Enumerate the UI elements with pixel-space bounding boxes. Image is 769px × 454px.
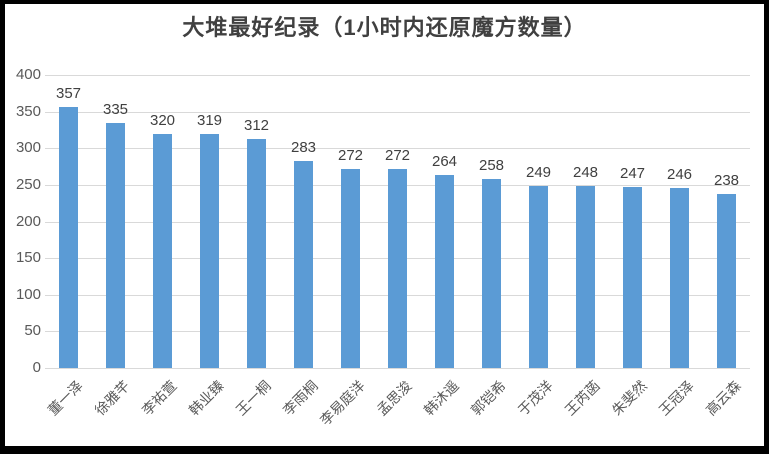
bar-slot: 249 bbox=[515, 75, 562, 368]
bar-高云森 bbox=[717, 193, 736, 368]
x-category-label: 高云森 bbox=[702, 377, 744, 419]
bar-value-label: 247 bbox=[619, 165, 646, 183]
x-category-label: 李祐萱 bbox=[138, 377, 180, 419]
gridline-0 bbox=[45, 368, 750, 369]
bar-王冠泽 bbox=[670, 187, 689, 368]
bar-slot: 272 bbox=[327, 75, 374, 368]
bar-value-label: 264 bbox=[431, 152, 458, 170]
bar-slot: 247 bbox=[609, 75, 656, 368]
x-axis-labels: 董一泽 徐雅芊 李祐萱 韩业臻 王一桐 李雨桐 李易庭洋 孟思浚 韩沐遥 郭铠希 于茂洋 王芮菡 朱斐然… bbox=[5, 4, 764, 446]
bar-value-label: 249 bbox=[525, 163, 552, 181]
bar-value-label: 320 bbox=[149, 111, 176, 129]
y-tick-label: 300 bbox=[15, 139, 41, 157]
bar-value-label: 246 bbox=[666, 165, 693, 183]
bar-slot: 357 bbox=[45, 75, 92, 368]
x-category-label: 王芮菡 bbox=[561, 377, 603, 419]
x-category-label: 于茂洋 bbox=[514, 377, 556, 419]
y-tick-label: 50 bbox=[24, 322, 41, 340]
bar-value-label: 248 bbox=[572, 164, 599, 182]
y-tick-label: 350 bbox=[15, 102, 41, 120]
bar-李祐萱 bbox=[153, 133, 172, 368]
bar-value-label: 319 bbox=[196, 112, 223, 130]
bar-slot: 264 bbox=[421, 75, 468, 368]
x-category-label: 董一泽 bbox=[44, 377, 86, 419]
bar-value-label: 335 bbox=[102, 100, 129, 118]
bar-slot: 319 bbox=[186, 75, 233, 368]
x-category-label: 徐雅芊 bbox=[91, 377, 133, 419]
bar-朱斐然 bbox=[623, 187, 642, 368]
bar-郭铠希 bbox=[482, 179, 501, 368]
bar-value-label: 272 bbox=[337, 146, 364, 164]
y-tick-label: 150 bbox=[15, 249, 41, 267]
gridline-400 bbox=[45, 75, 750, 76]
bar-李雨桐 bbox=[294, 160, 313, 368]
x-category-label: 王冠泽 bbox=[655, 377, 697, 419]
bar-王一桐 bbox=[247, 139, 266, 368]
bar-slot: 272 bbox=[374, 75, 421, 368]
bar-value-label: 272 bbox=[384, 146, 411, 164]
bar-王芮菡 bbox=[576, 186, 595, 368]
x-category-label: 韩业臻 bbox=[185, 377, 227, 419]
x-category-label: 郭铠希 bbox=[467, 377, 509, 419]
bar-孟思浚 bbox=[388, 168, 407, 368]
y-tick-label: 200 bbox=[15, 212, 41, 230]
bar-value-label: 312 bbox=[243, 117, 270, 135]
bars-container: 357 335 320 319 312 283 272 272 264 258 249 248 247 2… bbox=[45, 75, 750, 368]
y-tick-label: 400 bbox=[15, 66, 41, 83]
bar-chart: 大堆最好纪录（1小时内还原魔方数量） 400 350 300 250 200 150 100… bbox=[5, 4, 764, 446]
bar-value-label: 238 bbox=[713, 171, 740, 189]
bar-slot: 258 bbox=[468, 75, 515, 368]
bar-董一泽 bbox=[59, 106, 78, 368]
bar-slot: 246 bbox=[656, 75, 703, 368]
x-category-label: 王一桐 bbox=[232, 377, 274, 419]
bar-slot: 335 bbox=[92, 75, 139, 368]
y-tick-label: 250 bbox=[15, 175, 41, 193]
bar-于茂洋 bbox=[529, 185, 548, 368]
bar-李易庭洋 bbox=[341, 168, 360, 368]
y-tick-label: 0 bbox=[32, 359, 41, 376]
bar-徐雅芊 bbox=[106, 122, 125, 368]
x-category-label: 李雨桐 bbox=[279, 377, 321, 419]
bar-韩业臻 bbox=[200, 134, 219, 368]
bar-slot: 248 bbox=[562, 75, 609, 368]
y-axis: 400 350 300 250 200 150 100 50 0 bbox=[5, 66, 41, 376]
bar-value-label: 283 bbox=[290, 138, 317, 156]
bar-slot: 238 bbox=[703, 75, 750, 368]
chart-title: 大堆最好纪录（1小时内还原魔方数量） bbox=[182, 15, 587, 40]
plot-area: 357 335 320 319 312 283 272 272 264 258 249 248 247 2… bbox=[45, 75, 750, 369]
y-tick-label: 100 bbox=[15, 285, 41, 303]
bar-slot: 312 bbox=[233, 75, 280, 368]
bar-slot: 283 bbox=[280, 75, 327, 368]
x-category-label: 韩沐遥 bbox=[420, 377, 462, 419]
gridline-300 bbox=[45, 148, 750, 150]
bar-value-label: 357 bbox=[55, 84, 82, 102]
x-category-label: 李易庭洋 bbox=[316, 377, 368, 429]
bar-slot: 320 bbox=[139, 75, 186, 368]
bar-韩沐遥 bbox=[435, 174, 454, 368]
bar-value-label: 258 bbox=[478, 157, 505, 175]
x-category-label: 朱斐然 bbox=[608, 377, 650, 419]
x-category-label: 孟思浚 bbox=[373, 377, 415, 419]
gridline-350 bbox=[45, 111, 750, 113]
